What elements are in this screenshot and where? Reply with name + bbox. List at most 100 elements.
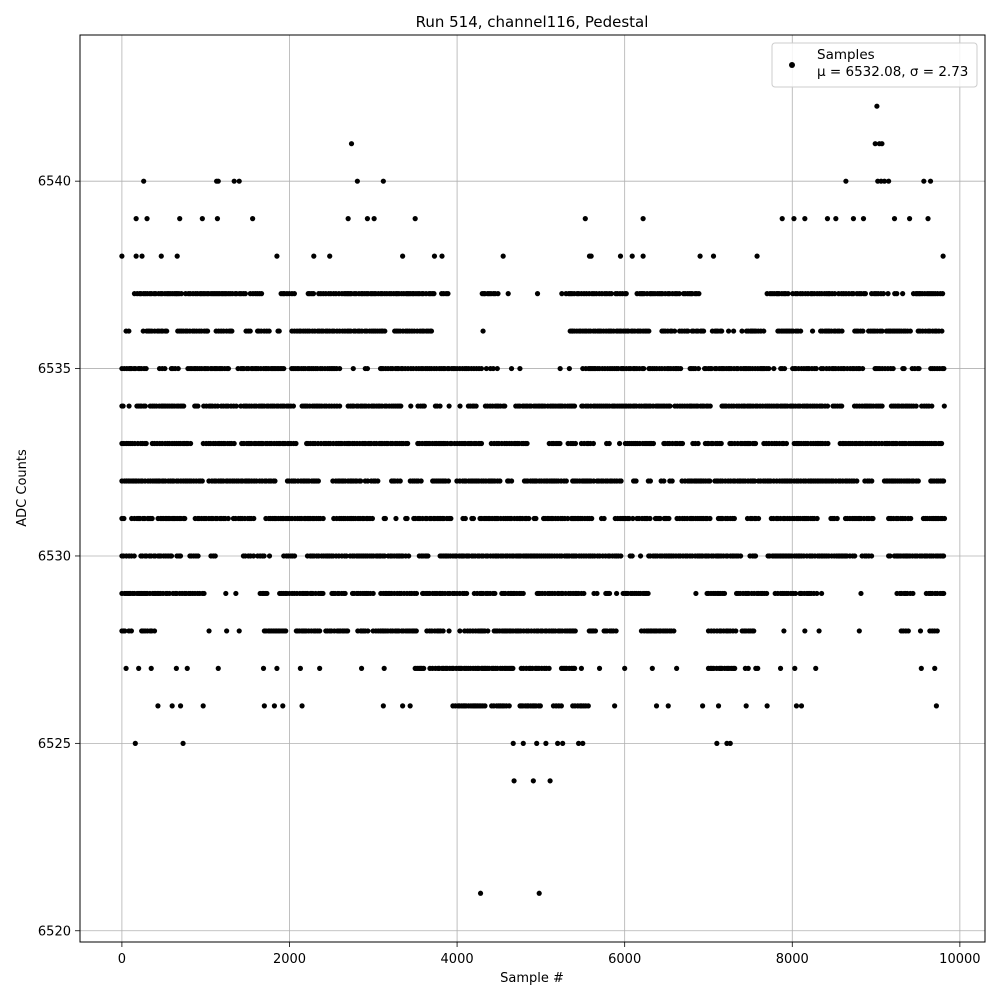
data-point [870, 515, 876, 522]
data-point [645, 590, 651, 597]
data-point [667, 403, 673, 409]
data-point [317, 628, 323, 634]
data-point [907, 328, 913, 334]
data-point [671, 628, 677, 634]
data-point [913, 403, 919, 409]
data-point [271, 703, 278, 709]
data-point [215, 403, 221, 409]
data-point [445, 478, 452, 484]
data-point [337, 403, 343, 409]
data-point [223, 590, 229, 597]
data-point [470, 515, 477, 522]
data-point [813, 665, 819, 672]
y-tick-label: 6525 [38, 737, 71, 752]
y-tick-label: 6540 [38, 175, 71, 190]
data-point [505, 291, 511, 297]
data-point [250, 216, 256, 222]
data-point [921, 178, 927, 184]
data-point [251, 515, 257, 522]
data-point [879, 403, 885, 409]
data-point [860, 216, 867, 222]
data-point [622, 665, 628, 672]
data-point [666, 515, 672, 522]
data-point [136, 665, 142, 672]
data-point [497, 478, 503, 484]
data-point [446, 403, 452, 409]
data-point [421, 665, 427, 672]
data-point [481, 291, 487, 297]
data-point [276, 328, 282, 334]
data-point [580, 740, 586, 746]
data-point [371, 216, 377, 222]
data-point [856, 628, 862, 634]
data-point [933, 703, 939, 709]
data-point [413, 628, 419, 634]
data-point [781, 365, 788, 372]
data-point [148, 665, 154, 672]
data-point [798, 590, 804, 597]
data-point [590, 440, 597, 447]
data-point [905, 628, 911, 634]
data-point [508, 365, 515, 372]
data-point [640, 253, 646, 259]
data-point [755, 665, 761, 672]
data-point [618, 553, 624, 559]
data-point [700, 328, 707, 334]
data-point [891, 216, 898, 222]
data-point [779, 216, 785, 222]
data-point [126, 328, 132, 334]
data-point [494, 365, 500, 372]
data-point [233, 590, 239, 597]
data-point [247, 328, 253, 334]
data-point [177, 703, 184, 709]
data-point [764, 703, 770, 709]
x-tick-label: 2000 [273, 952, 306, 967]
data-point [274, 665, 280, 672]
data-point [695, 365, 702, 372]
data-point [510, 665, 516, 672]
data-point [180, 740, 186, 746]
data-point [852, 553, 858, 559]
data-point [572, 665, 578, 672]
data-point [327, 253, 333, 259]
data-point [693, 590, 699, 597]
data-point [572, 440, 579, 447]
data-point [938, 440, 945, 447]
data-point [906, 216, 913, 222]
data-point [678, 365, 684, 372]
data-point [164, 328, 170, 334]
data-point [509, 478, 515, 484]
data-point [264, 590, 270, 597]
data-point [131, 553, 137, 559]
data-point [162, 365, 168, 372]
data-point [280, 703, 286, 709]
data-point [727, 740, 733, 746]
data-point [592, 628, 599, 634]
data-point [626, 515, 632, 522]
data-point [818, 590, 825, 597]
data-point [272, 478, 278, 484]
data-point [490, 365, 496, 372]
data-point [940, 478, 947, 484]
data-point [365, 628, 371, 634]
data-point [700, 703, 706, 709]
data-point [731, 515, 737, 522]
data-point [862, 291, 869, 297]
data-point [766, 365, 772, 372]
data-point [547, 778, 553, 784]
data-point [177, 216, 183, 222]
data-point [707, 515, 713, 522]
legend-stats: μ = 6532.08, σ = 2.73 [817, 64, 968, 80]
data-point [184, 665, 190, 672]
data-point [364, 216, 371, 222]
data-point [506, 703, 512, 709]
data-point [348, 141, 355, 147]
data-point [785, 291, 791, 297]
legend-marker [789, 62, 795, 68]
data-point [878, 178, 884, 184]
data-point [537, 703, 543, 709]
data-point [144, 216, 150, 222]
data-point [119, 253, 125, 259]
plot-frame [79, 34, 986, 943]
data-point [354, 178, 360, 184]
